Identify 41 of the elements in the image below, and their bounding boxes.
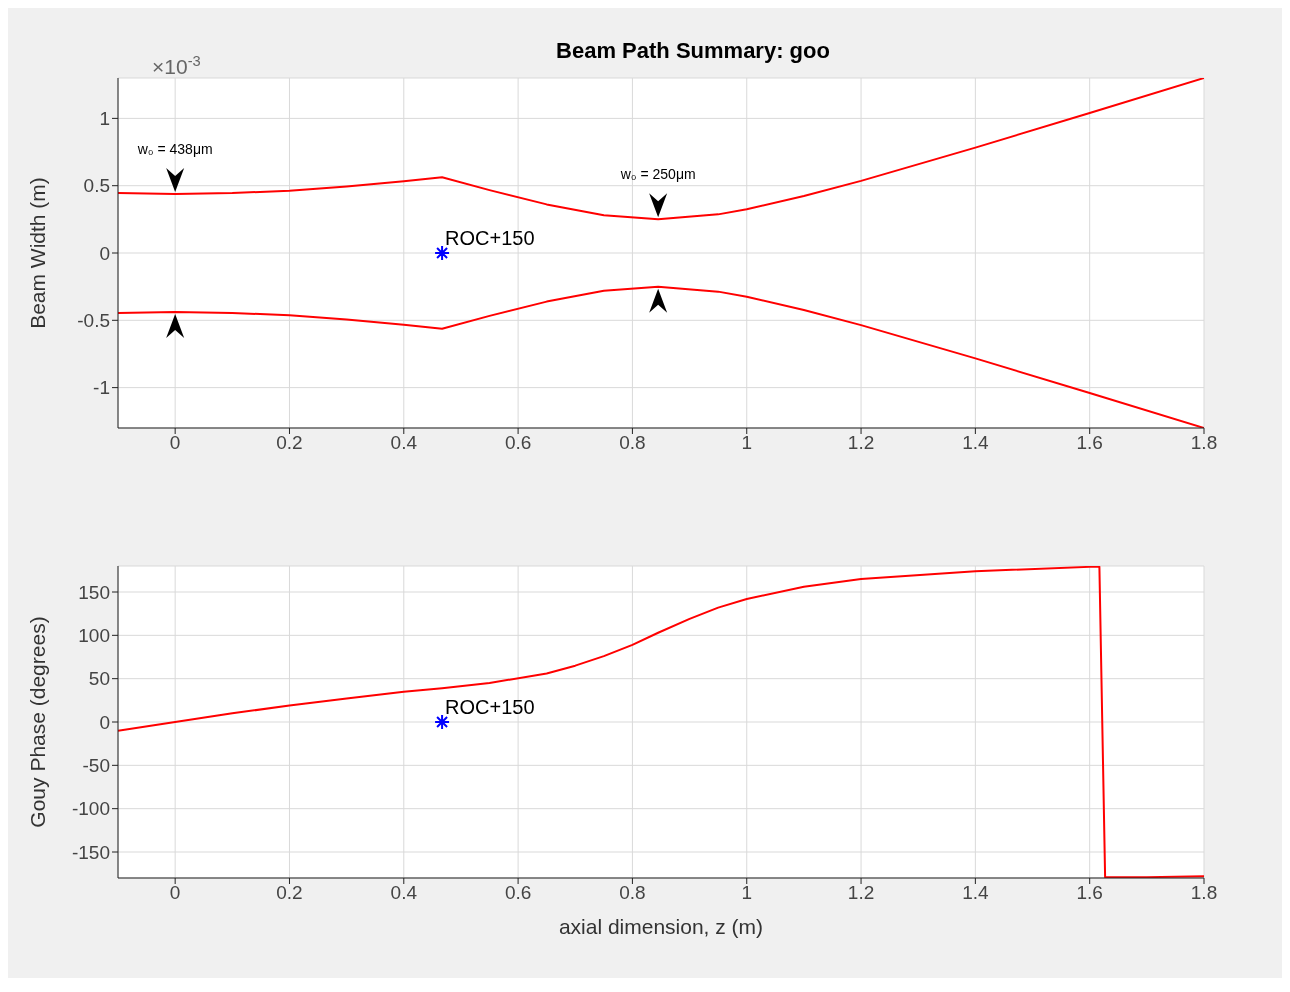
x-tick-label: 0.2 <box>276 882 303 904</box>
x-tick-label: 0.4 <box>390 882 418 904</box>
x-tick-label: 0.6 <box>504 882 532 904</box>
x-tick-label: 1.2 <box>847 882 875 904</box>
x-tick-label: 1 <box>741 882 753 904</box>
annotation: w₀ = 438μm <box>136 141 213 158</box>
y-tick-label: 150 <box>78 581 110 603</box>
x-tick-label: 0.6 <box>504 432 532 454</box>
x-tick-label: 0.8 <box>619 432 646 454</box>
x-axis-title: axial dimension, z (m) <box>558 915 764 938</box>
y-tick-label: -1 <box>93 377 110 399</box>
y-tick-label: 0.5 <box>83 175 110 197</box>
series-label: ROC+150 <box>445 227 535 249</box>
series-label: ROC+150 <box>445 696 535 718</box>
x-tick-label: 1.4 <box>962 432 989 454</box>
x-tick-label: 0.8 <box>619 882 646 904</box>
annotation: w₀ = 250μm <box>619 166 696 183</box>
y-tick-label: -0.5 <box>77 310 110 332</box>
x-tick-label: 0 <box>169 432 181 454</box>
x-tick-label: 1.8 <box>1190 882 1218 904</box>
x-tick-label: 1.8 <box>1190 432 1218 454</box>
y-tick-label: 100 <box>78 625 110 647</box>
y-tick-label: 1 <box>99 108 110 130</box>
x-tick-label: 1.6 <box>1076 432 1103 454</box>
y-axis-title: Beam Width (m) <box>26 177 50 329</box>
annotation: ×10$^{-3}$ <box>152 53 201 78</box>
y-tick-label: 50 <box>88 668 110 690</box>
y-tick-label: -150 <box>71 841 110 863</box>
x-tick-label: 1.6 <box>1076 882 1103 904</box>
y-tick-label: 0 <box>99 242 110 264</box>
x-tick-label: 0.4 <box>390 432 418 454</box>
y-tick-label: 0 <box>99 711 110 733</box>
y-tick-label: -50 <box>82 755 110 777</box>
x-tick-label: 0.2 <box>276 432 303 454</box>
x-tick-label: 1 <box>741 432 753 454</box>
x-tick-label: 1.4 <box>962 882 989 904</box>
x-tick-label: 1.2 <box>847 432 875 454</box>
y-tick-label: -100 <box>71 798 110 820</box>
chart-title: Beam Path Summary: goo <box>556 38 830 63</box>
y-axis-title: Gouy Phase (degrees) <box>26 616 50 828</box>
x-tick-label: 0 <box>169 882 181 904</box>
